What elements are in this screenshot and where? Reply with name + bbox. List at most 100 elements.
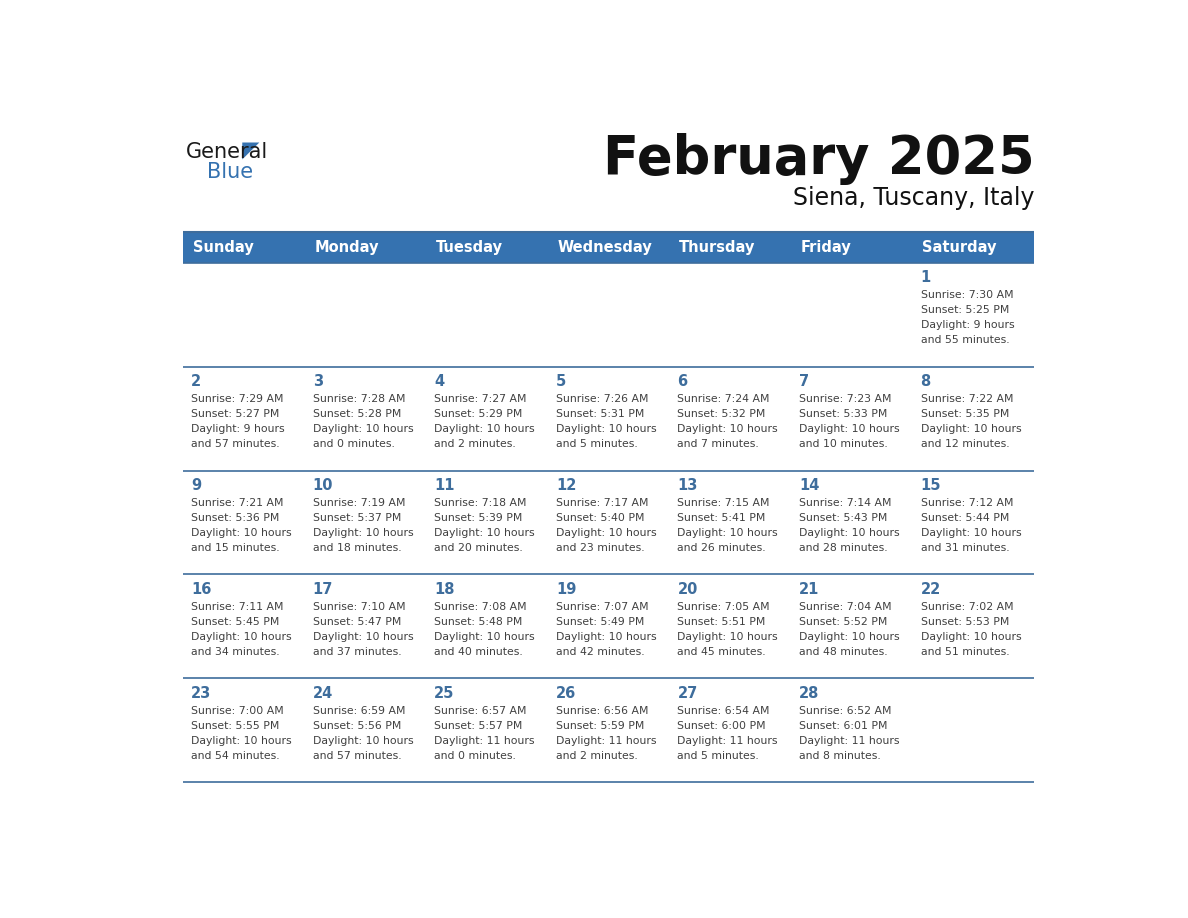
Text: Daylight: 10 hours: Daylight: 10 hours xyxy=(312,736,413,746)
Text: 21: 21 xyxy=(800,582,820,598)
Text: Daylight: 10 hours: Daylight: 10 hours xyxy=(921,528,1022,538)
Text: 8: 8 xyxy=(921,375,930,389)
Text: 25: 25 xyxy=(435,686,455,701)
Text: Sunrise: 7:23 AM: Sunrise: 7:23 AM xyxy=(800,395,891,404)
Text: and 15 minutes.: and 15 minutes. xyxy=(191,543,279,554)
Text: Sunrise: 7:00 AM: Sunrise: 7:00 AM xyxy=(191,706,284,716)
Text: Daylight: 11 hours: Daylight: 11 hours xyxy=(556,736,656,746)
Text: Sunset: 5:49 PM: Sunset: 5:49 PM xyxy=(556,617,644,627)
Text: Sunrise: 6:59 AM: Sunrise: 6:59 AM xyxy=(312,706,405,716)
Text: Daylight: 10 hours: Daylight: 10 hours xyxy=(677,424,778,434)
Text: Daylight: 11 hours: Daylight: 11 hours xyxy=(800,736,899,746)
Bar xyxy=(670,263,791,366)
Bar xyxy=(305,678,426,782)
Text: Sunset: 5:45 PM: Sunset: 5:45 PM xyxy=(191,617,279,627)
Text: Sunset: 6:00 PM: Sunset: 6:00 PM xyxy=(677,722,766,731)
Bar xyxy=(912,366,1035,471)
Bar xyxy=(305,263,426,366)
Text: Sunset: 5:27 PM: Sunset: 5:27 PM xyxy=(191,409,279,420)
Text: and 37 minutes.: and 37 minutes. xyxy=(312,647,402,657)
Bar xyxy=(305,366,426,471)
Text: Sunrise: 7:05 AM: Sunrise: 7:05 AM xyxy=(677,602,770,612)
Text: 18: 18 xyxy=(435,582,455,598)
Bar xyxy=(305,471,426,575)
Text: and 7 minutes.: and 7 minutes. xyxy=(677,440,759,449)
Text: Sunrise: 7:29 AM: Sunrise: 7:29 AM xyxy=(191,395,284,404)
Text: Sunset: 5:32 PM: Sunset: 5:32 PM xyxy=(677,409,766,420)
Text: Daylight: 10 hours: Daylight: 10 hours xyxy=(191,633,292,643)
Text: Sunset: 5:55 PM: Sunset: 5:55 PM xyxy=(191,722,279,731)
Text: Sunrise: 7:10 AM: Sunrise: 7:10 AM xyxy=(312,602,405,612)
Bar xyxy=(548,471,670,575)
Bar xyxy=(426,263,548,366)
Text: and 0 minutes.: and 0 minutes. xyxy=(312,440,394,449)
Text: Daylight: 10 hours: Daylight: 10 hours xyxy=(677,633,778,643)
Text: 23: 23 xyxy=(191,686,211,701)
Text: Daylight: 10 hours: Daylight: 10 hours xyxy=(191,528,292,538)
Text: Daylight: 11 hours: Daylight: 11 hours xyxy=(677,736,778,746)
Text: Daylight: 9 hours: Daylight: 9 hours xyxy=(191,424,285,434)
Text: Sunset: 5:31 PM: Sunset: 5:31 PM xyxy=(556,409,644,420)
Text: 11: 11 xyxy=(435,478,455,493)
Text: Sunrise: 6:52 AM: Sunrise: 6:52 AM xyxy=(800,706,891,716)
Text: Daylight: 10 hours: Daylight: 10 hours xyxy=(435,424,535,434)
Text: Sunrise: 6:56 AM: Sunrise: 6:56 AM xyxy=(556,706,649,716)
Text: 16: 16 xyxy=(191,582,211,598)
Text: Sunset: 5:40 PM: Sunset: 5:40 PM xyxy=(556,513,644,523)
Text: Friday: Friday xyxy=(801,240,852,254)
Text: 7: 7 xyxy=(800,375,809,389)
Text: Saturday: Saturday xyxy=(922,240,997,254)
Text: 14: 14 xyxy=(800,478,820,493)
Text: Sunrise: 7:08 AM: Sunrise: 7:08 AM xyxy=(435,602,527,612)
Bar xyxy=(791,366,912,471)
Bar xyxy=(912,575,1035,678)
Text: Sunset: 5:37 PM: Sunset: 5:37 PM xyxy=(312,513,402,523)
Text: Sunset: 5:53 PM: Sunset: 5:53 PM xyxy=(921,617,1009,627)
Text: Daylight: 10 hours: Daylight: 10 hours xyxy=(677,528,778,538)
Text: and 20 minutes.: and 20 minutes. xyxy=(435,543,523,554)
Text: Sunset: 5:57 PM: Sunset: 5:57 PM xyxy=(435,722,523,731)
Text: and 57 minutes.: and 57 minutes. xyxy=(191,440,279,449)
Bar xyxy=(548,263,670,366)
Text: 10: 10 xyxy=(312,478,333,493)
Text: and 40 minutes.: and 40 minutes. xyxy=(435,647,523,657)
Bar xyxy=(183,575,305,678)
Bar xyxy=(791,678,912,782)
Text: Daylight: 10 hours: Daylight: 10 hours xyxy=(921,633,1022,643)
Text: and 0 minutes.: and 0 minutes. xyxy=(435,751,516,761)
Text: Wednesday: Wednesday xyxy=(557,240,652,254)
Text: Daylight: 10 hours: Daylight: 10 hours xyxy=(191,736,292,746)
Text: Daylight: 10 hours: Daylight: 10 hours xyxy=(800,633,899,643)
Bar xyxy=(791,575,912,678)
Text: Sunrise: 6:54 AM: Sunrise: 6:54 AM xyxy=(677,706,770,716)
Text: 9: 9 xyxy=(191,478,201,493)
Text: Daylight: 10 hours: Daylight: 10 hours xyxy=(312,633,413,643)
Bar xyxy=(548,366,670,471)
Bar xyxy=(670,575,791,678)
Bar xyxy=(791,471,912,575)
Bar xyxy=(426,678,548,782)
Text: Daylight: 9 hours: Daylight: 9 hours xyxy=(921,320,1015,330)
Text: 28: 28 xyxy=(800,686,820,701)
Text: and 8 minutes.: and 8 minutes. xyxy=(800,751,880,761)
Text: and 5 minutes.: and 5 minutes. xyxy=(677,751,759,761)
Bar xyxy=(183,366,305,471)
Text: Daylight: 10 hours: Daylight: 10 hours xyxy=(800,528,899,538)
Text: Sunrise: 7:04 AM: Sunrise: 7:04 AM xyxy=(800,602,891,612)
Text: and 5 minutes.: and 5 minutes. xyxy=(556,440,638,449)
Text: Sunset: 5:59 PM: Sunset: 5:59 PM xyxy=(556,722,644,731)
Text: 2: 2 xyxy=(191,375,201,389)
Text: 6: 6 xyxy=(677,375,688,389)
Text: Sunrise: 7:19 AM: Sunrise: 7:19 AM xyxy=(312,498,405,509)
Text: 1: 1 xyxy=(921,270,930,285)
Bar xyxy=(670,366,791,471)
Text: and 55 minutes.: and 55 minutes. xyxy=(921,335,1009,345)
Text: and 26 minutes.: and 26 minutes. xyxy=(677,543,766,554)
Text: Tuesday: Tuesday xyxy=(436,240,503,254)
Bar xyxy=(912,471,1035,575)
Text: Daylight: 11 hours: Daylight: 11 hours xyxy=(435,736,535,746)
Bar xyxy=(912,678,1035,782)
Bar xyxy=(548,678,670,782)
Text: Sunrise: 6:57 AM: Sunrise: 6:57 AM xyxy=(435,706,526,716)
Text: Sunrise: 7:28 AM: Sunrise: 7:28 AM xyxy=(312,395,405,404)
